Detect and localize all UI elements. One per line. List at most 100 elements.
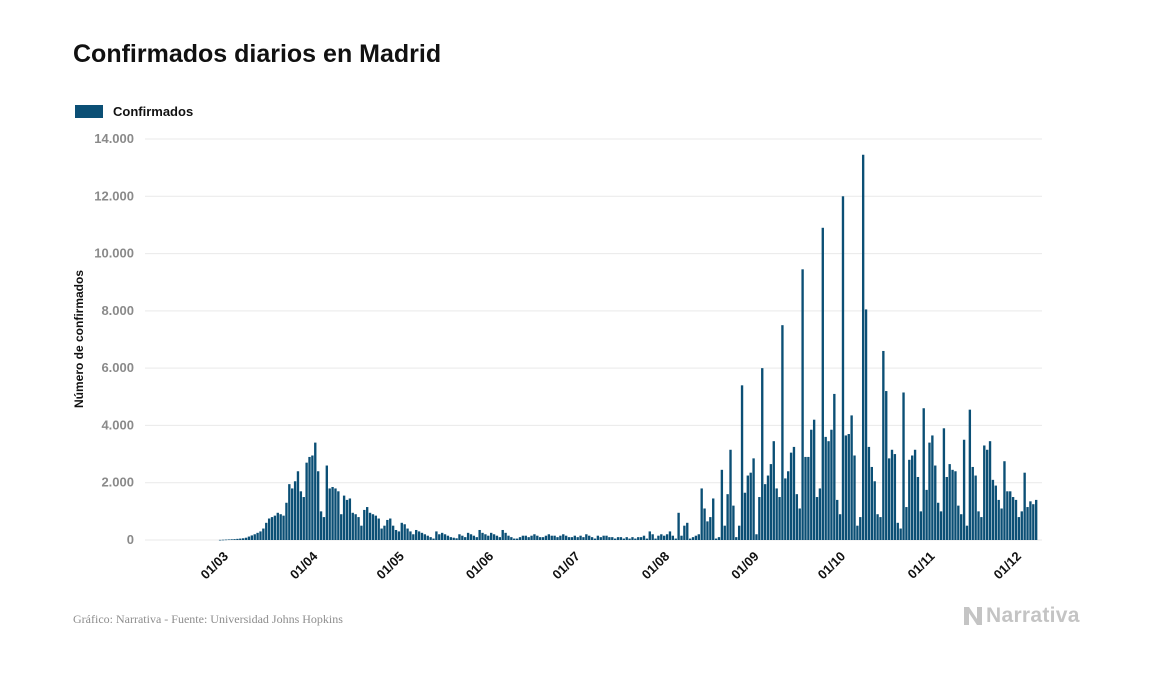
bar xyxy=(363,509,366,540)
bar xyxy=(1011,497,1015,540)
bar xyxy=(951,469,954,540)
bar xyxy=(962,439,966,540)
bar xyxy=(807,456,810,540)
bar xyxy=(645,538,649,540)
bar xyxy=(657,535,660,540)
bar xyxy=(288,484,291,540)
bar xyxy=(928,442,931,540)
narrativa-logo-icon xyxy=(964,607,982,625)
bar xyxy=(420,532,424,540)
bar xyxy=(683,525,686,540)
bar xyxy=(498,537,502,540)
bar xyxy=(616,537,620,540)
bar xyxy=(403,524,406,540)
bar xyxy=(239,538,242,540)
bar xyxy=(821,227,824,541)
bar xyxy=(394,529,398,540)
bar xyxy=(218,539,222,541)
bar xyxy=(936,502,940,540)
bar xyxy=(1023,472,1026,540)
bar xyxy=(977,511,980,540)
bar xyxy=(911,455,914,540)
bar xyxy=(688,538,692,540)
legend-label: Confirmados xyxy=(113,104,194,119)
bar xyxy=(328,488,331,540)
bar xyxy=(968,409,972,540)
bar xyxy=(544,535,548,540)
bar xyxy=(391,525,395,540)
bar xyxy=(227,539,230,541)
x-tick-label: 01/06 xyxy=(463,549,497,583)
bar xyxy=(547,534,551,540)
bar xyxy=(844,435,848,540)
bar xyxy=(830,429,833,540)
bar xyxy=(856,525,859,540)
bar xyxy=(432,538,435,540)
bar xyxy=(729,449,732,540)
bars xyxy=(218,154,1038,541)
bar xyxy=(706,521,709,540)
bar xyxy=(994,485,997,540)
bar xyxy=(945,476,948,540)
bar xyxy=(634,538,637,540)
bar xyxy=(749,472,752,540)
bar xyxy=(651,534,654,540)
bar xyxy=(311,455,314,540)
bar xyxy=(1003,461,1006,540)
bar xyxy=(631,537,634,540)
bar xyxy=(827,441,830,540)
y-tick-label: 12.000 xyxy=(94,188,134,203)
bar xyxy=(775,488,778,540)
bar xyxy=(279,514,282,540)
bar xyxy=(654,538,657,540)
bar xyxy=(1026,507,1029,540)
bar xyxy=(354,514,357,540)
x-tick-label: 01/12 xyxy=(991,549,1025,583)
bar xyxy=(599,537,602,540)
bar xyxy=(954,471,957,540)
bar xyxy=(611,537,614,540)
bar xyxy=(752,458,755,540)
bar xyxy=(720,469,724,540)
bar xyxy=(553,535,556,540)
y-tick-label: 6.000 xyxy=(101,360,134,375)
bar xyxy=(740,385,744,540)
bar xyxy=(939,511,943,540)
x-tick-label: 01/04 xyxy=(287,548,321,582)
bar xyxy=(789,452,793,540)
bar xyxy=(712,498,715,540)
bar xyxy=(755,534,758,540)
bar xyxy=(495,535,499,540)
bar xyxy=(1017,517,1021,540)
bar xyxy=(985,449,989,540)
bar xyxy=(507,535,510,540)
x-tick-label: 01/10 xyxy=(815,549,849,583)
bar xyxy=(931,435,934,540)
bar xyxy=(492,534,496,540)
bar xyxy=(596,535,600,540)
bar xyxy=(660,534,663,540)
bar xyxy=(787,471,790,540)
bar xyxy=(236,538,239,540)
bar xyxy=(934,465,937,540)
bar xyxy=(637,537,640,540)
bar xyxy=(879,517,882,540)
bar xyxy=(377,518,380,540)
bar xyxy=(1035,499,1038,540)
bar xyxy=(472,535,476,540)
x-tick-label: 01/05 xyxy=(373,549,407,583)
bar xyxy=(905,507,908,540)
bar xyxy=(380,528,383,540)
bar xyxy=(429,537,432,540)
bar xyxy=(464,537,467,540)
bar xyxy=(680,535,683,540)
y-tick-label: 10.000 xyxy=(94,246,134,261)
bar xyxy=(524,535,527,540)
bar xyxy=(896,522,899,540)
bar xyxy=(1029,501,1032,540)
bar xyxy=(1014,499,1018,540)
bar xyxy=(628,538,631,540)
bar xyxy=(859,517,862,540)
bar xyxy=(876,514,879,540)
